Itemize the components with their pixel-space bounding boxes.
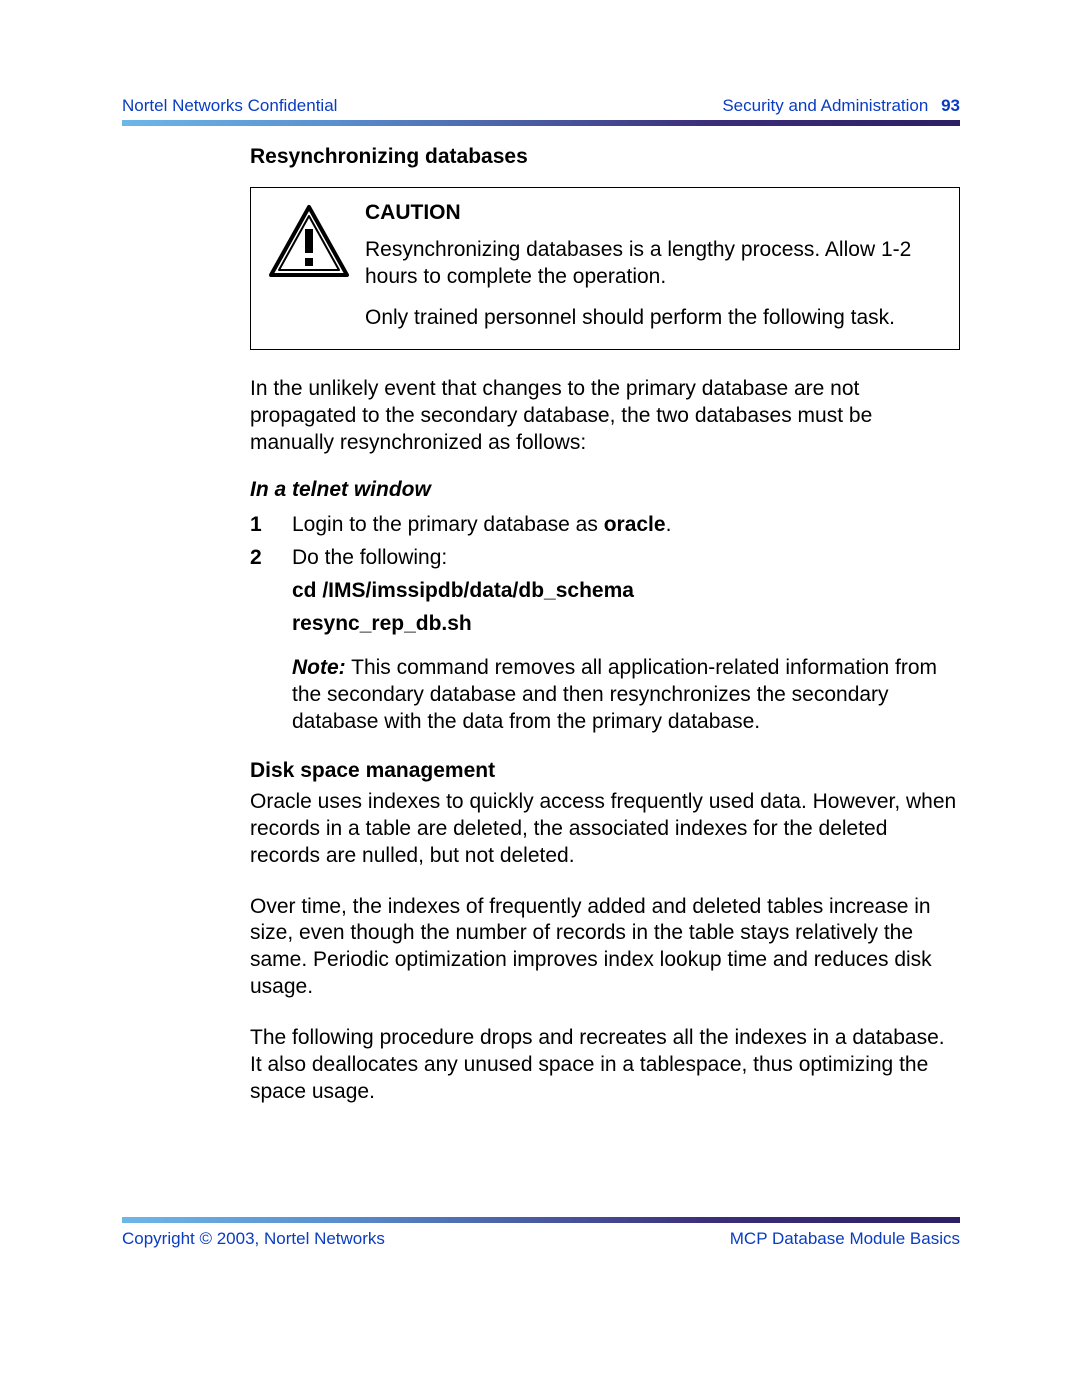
doc-title: MCP Database Module Basics (730, 1229, 960, 1249)
page-header: Nortel Networks Confidential Security an… (122, 96, 960, 116)
note-paragraph: Note: This command removes all applicati… (292, 655, 960, 736)
command-line-2: resync_rep_db.sh (292, 611, 960, 638)
footer-rule (122, 1217, 960, 1223)
page-number: 93 (941, 96, 960, 115)
caution-label: CAUTION (365, 200, 943, 227)
caution-paragraph-2: Only trained personnel should perform th… (365, 305, 943, 332)
page-content: Resynchronizing databases CAUTION Resync… (250, 138, 960, 1130)
disk-paragraph-2: Over time, the indexes of frequently add… (250, 894, 960, 1002)
caution-icon (263, 200, 355, 332)
confidential-label: Nortel Networks Confidential (122, 96, 337, 116)
step-text-after: . (666, 513, 672, 536)
copyright-text: Copyright © 2003, Nortel Networks (122, 1229, 385, 1249)
intro-paragraph: In the unlikely event that changes to th… (250, 376, 960, 457)
section-name: Security and Administration (722, 96, 928, 115)
disk-paragraph-1: Oracle uses indexes to quickly access fr… (250, 789, 960, 870)
caution-paragraph-1: Resynchronizing databases is a lengthy p… (365, 237, 943, 291)
subhead-telnet: In a telnet window (250, 477, 960, 504)
step-row: 1 Login to the primary database as oracl… (250, 512, 960, 539)
step-number: 2 (250, 545, 292, 638)
step-row: 2 Do the following: cd /IMS/imssipdb/dat… (250, 545, 960, 638)
header-rule (122, 120, 960, 126)
step-body: Do the following: cd /IMS/imssipdb/data/… (292, 545, 960, 638)
step-text-before: Login to the primary database as (292, 513, 604, 536)
caution-text: CAUTION Resynchronizing databases is a l… (355, 200, 943, 332)
page-footer: Copyright © 2003, Nortel Networks MCP Da… (122, 1229, 960, 1249)
caution-box: CAUTION Resynchronizing databases is a l… (250, 187, 960, 351)
section-heading-disk: Disk space management (250, 758, 960, 785)
section-heading-resync: Resynchronizing databases (250, 144, 960, 171)
step-bold: oracle (604, 513, 666, 536)
disk-paragraph-3: The following procedure drops and recrea… (250, 1025, 960, 1106)
command-line-1: cd /IMS/imssipdb/data/db_schema (292, 578, 960, 605)
note-label: Note: (292, 656, 346, 679)
page: Nortel Networks Confidential Security an… (0, 0, 1080, 1397)
section-page: Security and Administration 93 (722, 96, 960, 116)
note-text: This command removes all application-rel… (292, 656, 937, 733)
step-body: Login to the primary database as oracle. (292, 512, 960, 539)
step-text-before: Do the following: (292, 546, 447, 569)
step-number: 1 (250, 512, 292, 539)
